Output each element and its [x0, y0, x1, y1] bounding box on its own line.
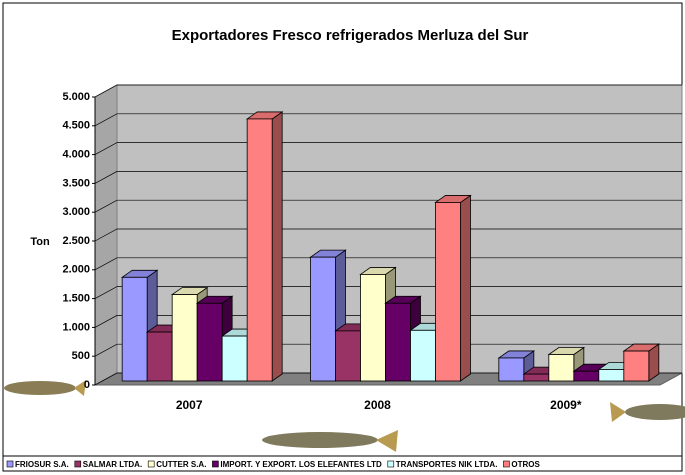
legend-label: FRIOSUR S.A.: [15, 460, 69, 469]
x-tick-label: 2008: [364, 398, 391, 412]
bar: [310, 256, 336, 382]
bar: [385, 302, 411, 382]
bar: [410, 329, 436, 382]
bar: [435, 202, 461, 382]
bar-side: [460, 194, 471, 382]
y-tick-label: 4.500: [62, 120, 90, 132]
bar: [523, 373, 550, 382]
grid-line: [94, 84, 682, 98]
y-tick-label: 3.500: [62, 177, 90, 189]
y-tick-label: 0: [84, 379, 90, 391]
y-tick-label: 2.500: [62, 235, 90, 247]
x-tick-label: 2007: [176, 398, 203, 412]
fish-right: [610, 402, 685, 422]
y-tick-label: 1.000: [62, 321, 90, 333]
bar: [548, 354, 575, 382]
bar: [121, 276, 148, 382]
chart-title: Exportadores Fresco refrigerados Merluza…: [172, 27, 529, 44]
legend-label: TRANSPORTES NIK LTDA.: [396, 460, 498, 469]
y-tick-label: 500: [72, 350, 90, 362]
legend-swatch: [387, 460, 395, 468]
bar: [246, 118, 273, 382]
bar: [360, 274, 386, 382]
grid-line: [94, 113, 682, 127]
bar: [573, 370, 600, 382]
x-tick-label: 2009*: [550, 398, 582, 412]
grid-line: [94, 199, 682, 213]
grid-line: [94, 372, 682, 386]
y-tick-label: 1.500: [62, 293, 90, 305]
legend-label: IMPORT. Y EXPORT. LOS ELEFANTES LTD: [220, 460, 382, 469]
bar: [335, 330, 361, 382]
bar: [623, 350, 650, 382]
grid-line: [94, 343, 682, 357]
grid-line: [94, 142, 682, 155]
bar: [196, 302, 223, 382]
legend-swatch: [74, 460, 82, 468]
y-tick-label: 2.000: [62, 264, 90, 276]
y-tick-label: 3.000: [62, 206, 90, 218]
grid-line: [94, 257, 682, 271]
grid-line: [94, 315, 682, 328]
legend-swatch: [212, 460, 219, 468]
bar: [498, 357, 525, 382]
legend-label: SALMAR LTDA.: [83, 460, 142, 469]
fish-bottom: [262, 430, 398, 452]
grid-line: [94, 171, 682, 184]
legend-swatch: [147, 460, 155, 468]
legend-label: OTROS: [511, 460, 540, 469]
y-tick-label: 5.000: [62, 91, 90, 103]
grid-line: [94, 286, 682, 299]
bar: [146, 331, 173, 382]
legend-label: CUTTER S.A.: [156, 460, 206, 469]
y-axis-label: Ton: [30, 236, 50, 248]
bar: [171, 294, 198, 382]
legend-swatch: [6, 460, 14, 468]
bar-side: [271, 111, 283, 382]
grid-line: [94, 228, 682, 242]
bar: [221, 335, 248, 382]
bar: [598, 369, 625, 382]
legend-swatch: [503, 460, 510, 468]
y-tick-label: 4.000: [62, 149, 90, 161]
fish-left: [4, 380, 86, 396]
